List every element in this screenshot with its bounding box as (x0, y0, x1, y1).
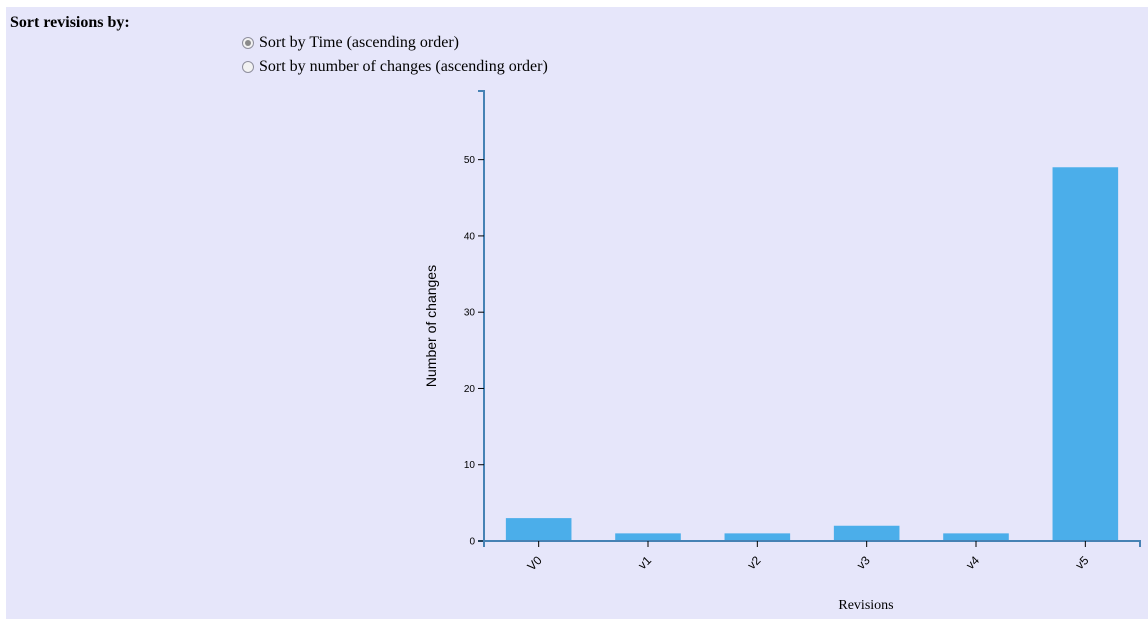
y-tick-label: 50 (464, 155, 476, 166)
x-tick-label: v2 (745, 553, 764, 572)
sort-by-time-option[interactable]: Sort by Time (ascending order) (242, 34, 459, 52)
sort-by-changes-radio[interactable] (242, 61, 254, 73)
sort-by-time-label[interactable]: Sort by Time (ascending order) (259, 34, 459, 51)
x-tick-label: v5 (1073, 553, 1092, 572)
bar-v5 (1052, 167, 1119, 541)
y-tick-label: 10 (464, 460, 476, 471)
bar-v3 (833, 525, 900, 541)
x-axis-label: Revisions (838, 598, 893, 613)
x-axis: V0 v1 v2 v3 v4 v5 (483, 540, 1141, 574)
bar-v0 (505, 518, 572, 541)
y-axis: 0 10 20 30 40 50 (464, 90, 485, 548)
sort-by-time-radio[interactable] (242, 37, 254, 49)
y-axis-label: Number of changes (423, 265, 439, 387)
sort-heading: Sort revisions by: (10, 14, 130, 31)
y-tick-label: 20 (464, 384, 476, 395)
x-axis-line (483, 540, 1141, 547)
bar-v1 (615, 533, 681, 541)
y-tick-label: 0 (469, 537, 475, 548)
x-tick-label: v3 (854, 553, 873, 572)
bar-v2 (724, 533, 791, 541)
y-axis-line (478, 90, 485, 542)
x-tick-label: v4 (963, 553, 982, 572)
y-tick-label: 40 (464, 231, 476, 242)
bar-v4 (943, 533, 1009, 541)
y-tick-label: 30 (464, 308, 476, 319)
x-tick-label: V0 (525, 553, 546, 574)
sort-by-changes-label[interactable]: Sort by number of changes (ascending ord… (259, 58, 548, 75)
x-tick-label: v1 (635, 553, 654, 572)
sort-by-changes-option[interactable]: Sort by number of changes (ascending ord… (242, 58, 548, 76)
bars-group (505, 167, 1119, 541)
chart-panel: Sort revisions by: Sort by Time (ascendi… (6, 7, 1148, 619)
revisions-bar-chart: 0 10 20 30 40 50 V0 v1 v2 v3 v4 v5 Number of chang… (423, 90, 1141, 613)
